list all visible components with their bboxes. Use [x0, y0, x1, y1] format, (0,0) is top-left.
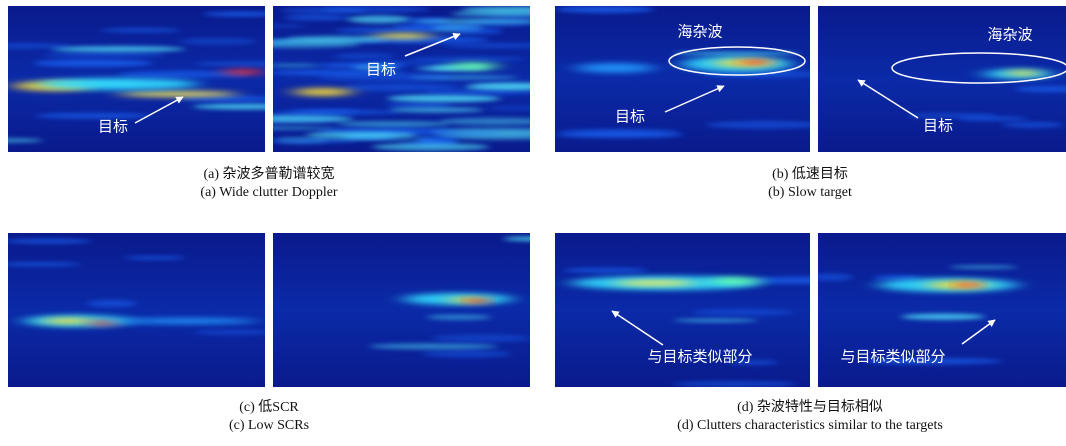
annotation: 海杂波 [677, 23, 722, 41]
streak [0, 262, 81, 266]
heatmap [0, 6, 305, 152]
streak [385, 103, 452, 107]
streak [433, 334, 531, 342]
streak [673, 381, 798, 387]
streak [342, 84, 459, 92]
streak [387, 95, 500, 102]
streak [673, 51, 799, 55]
streak [280, 7, 367, 13]
caption-zh: (c) 低SCR [239, 399, 299, 415]
figure: 目标 目标 (a) 杂波多普勒谱较宽 (a) Wide clutter Dopp… [0, 0, 1066, 446]
blob [38, 78, 198, 90]
heatmap [0, 233, 272, 387]
streak [556, 6, 654, 13]
blob [743, 59, 767, 65]
streak [556, 132, 683, 138]
annotation: 与目标类似部分 [840, 348, 945, 366]
caption-en: (a) Wide clutter Doppler [200, 185, 338, 200]
heatmap [273, 233, 554, 387]
streak [335, 27, 441, 33]
streak [348, 16, 411, 24]
annotation: 与目标类似部分 [647, 348, 752, 366]
annotation: 目标 [98, 118, 128, 136]
streak [810, 274, 853, 281]
streak [706, 121, 822, 129]
streak [35, 113, 151, 119]
caption-zh: (a) 杂波多普勒谱较宽 [203, 165, 334, 182]
streak [337, 121, 450, 127]
annotation: 目标 [366, 61, 396, 79]
streak [1002, 122, 1063, 128]
streak [179, 38, 256, 45]
streak [422, 350, 511, 357]
streak [451, 11, 560, 16]
streak [674, 319, 758, 322]
streak [334, 53, 394, 59]
heatmap [210, 5, 578, 152]
annotation: 海杂波 [987, 26, 1032, 44]
streak [124, 256, 185, 260]
blob [1008, 70, 1038, 76]
annotation: 目标 [615, 108, 645, 126]
streak [469, 83, 568, 90]
caption-zh: (d) 杂波特性与目标相似 [737, 399, 883, 415]
caption-en: (c) Low SCRs [229, 418, 309, 433]
streak [33, 59, 152, 66]
streak [901, 314, 984, 320]
streak [87, 300, 137, 307]
blob [43, 318, 93, 324]
blob [223, 69, 263, 75]
blob [615, 280, 695, 286]
blob [448, 62, 498, 70]
streak [950, 265, 1017, 269]
streak [563, 268, 648, 273]
streak [456, 28, 503, 35]
streak [443, 43, 552, 48]
streak [692, 309, 793, 315]
streak [283, 14, 350, 20]
streak [958, 117, 1028, 121]
streak [4, 239, 92, 244]
streak [424, 91, 539, 95]
blob [118, 91, 238, 97]
streak [317, 137, 437, 140]
streak [193, 330, 272, 335]
blob [91, 320, 115, 326]
streak [42, 53, 166, 58]
streak [410, 57, 525, 60]
streak [369, 343, 498, 349]
heatmap-bg [273, 233, 530, 387]
blob [575, 63, 655, 73]
blob [469, 298, 487, 304]
blob [118, 318, 258, 324]
streak [372, 143, 489, 151]
blob [293, 88, 353, 96]
streak [51, 46, 185, 52]
streak [504, 236, 554, 241]
streak [100, 28, 181, 32]
annotation: 目标 [923, 117, 953, 135]
caption-zh: (b) 低速目标 [772, 166, 848, 182]
streak [258, 24, 306, 28]
streak [265, 64, 320, 67]
streak [414, 19, 546, 25]
streak [439, 118, 552, 126]
caption-en: (b) Slow target [768, 185, 852, 200]
heatmap-bg [8, 233, 265, 387]
caption-en: (d) Clutters characteristics similar to … [677, 418, 943, 433]
blob [373, 33, 433, 39]
streak [389, 107, 483, 112]
streak [203, 12, 280, 17]
heatmaps [0, 5, 1066, 387]
streak [291, 109, 360, 113]
blob [958, 282, 978, 288]
streak [427, 314, 491, 320]
streak [488, 106, 546, 110]
blob [710, 277, 760, 285]
